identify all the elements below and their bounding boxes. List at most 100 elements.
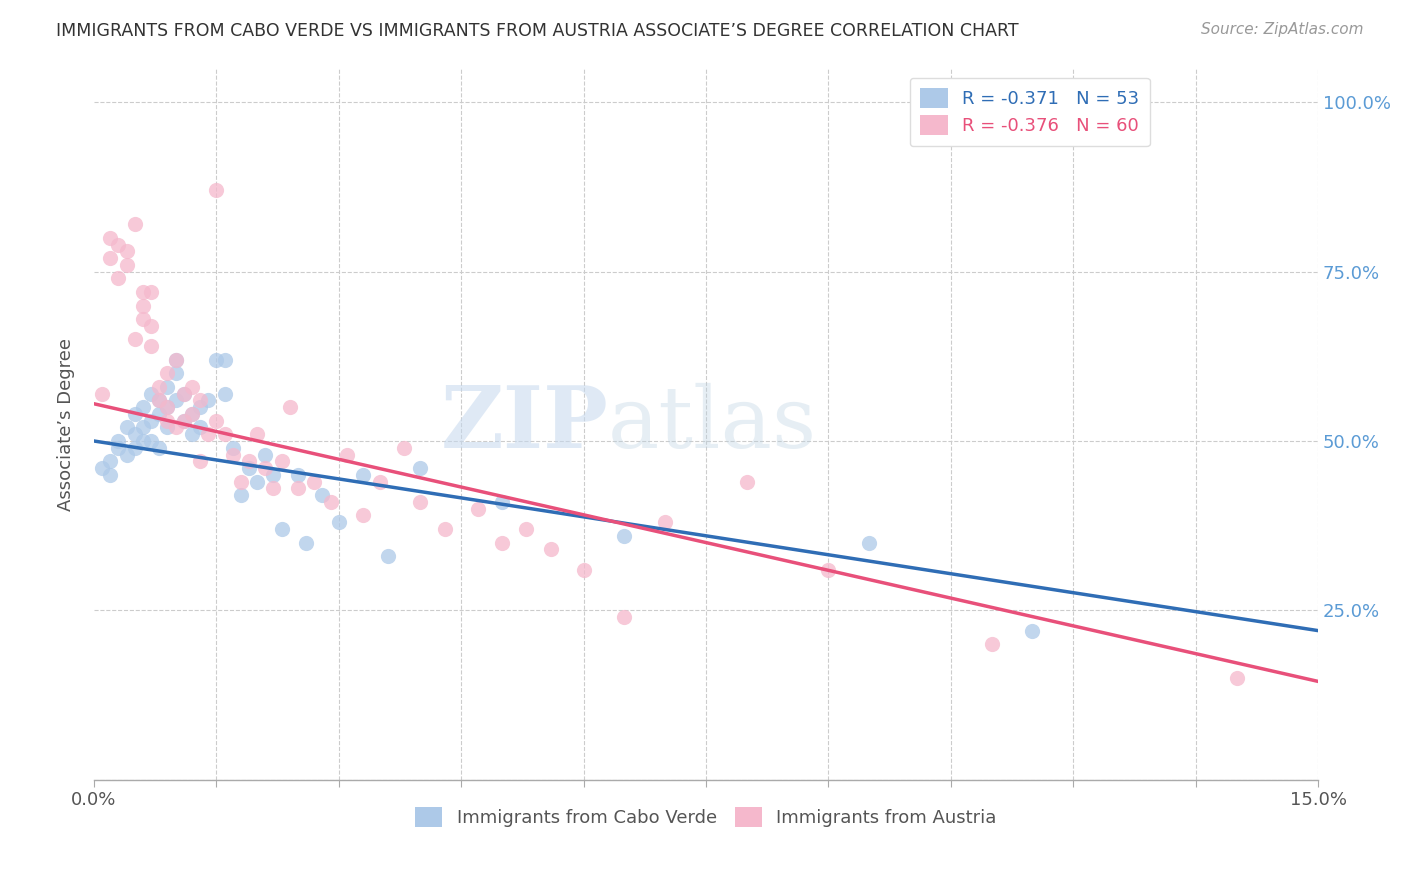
Point — [124, 427, 146, 442]
Point — [148, 393, 170, 408]
Point — [858, 535, 880, 549]
Point — [328, 515, 350, 529]
Point — [91, 386, 114, 401]
Point — [107, 271, 129, 285]
Point — [214, 352, 236, 367]
Point — [173, 386, 195, 401]
Point — [613, 610, 636, 624]
Point — [173, 414, 195, 428]
Point — [735, 475, 758, 489]
Point — [254, 448, 277, 462]
Point — [98, 231, 121, 245]
Text: atlas: atlas — [609, 383, 817, 466]
Point — [336, 448, 359, 462]
Point — [107, 441, 129, 455]
Point — [115, 258, 138, 272]
Point — [124, 217, 146, 231]
Point — [107, 434, 129, 448]
Point — [115, 420, 138, 434]
Point — [197, 393, 219, 408]
Point — [368, 475, 391, 489]
Point — [156, 420, 179, 434]
Point — [1225, 671, 1247, 685]
Point — [165, 352, 187, 367]
Point — [392, 441, 415, 455]
Point — [263, 467, 285, 482]
Point — [132, 285, 155, 299]
Point — [467, 501, 489, 516]
Point — [246, 475, 269, 489]
Point — [238, 461, 260, 475]
Point — [1021, 624, 1043, 638]
Point — [188, 400, 211, 414]
Point — [148, 393, 170, 408]
Point — [139, 318, 162, 333]
Point — [214, 386, 236, 401]
Point — [165, 352, 187, 367]
Point — [91, 461, 114, 475]
Point — [572, 563, 595, 577]
Point — [287, 467, 309, 482]
Point — [229, 488, 252, 502]
Point — [409, 495, 432, 509]
Point — [180, 407, 202, 421]
Point — [515, 522, 537, 536]
Point — [132, 312, 155, 326]
Point — [188, 393, 211, 408]
Point — [188, 420, 211, 434]
Point — [270, 454, 292, 468]
Point — [107, 237, 129, 252]
Point — [132, 299, 155, 313]
Point — [613, 529, 636, 543]
Point — [352, 467, 374, 482]
Point — [173, 386, 195, 401]
Point — [980, 637, 1002, 651]
Point — [115, 244, 138, 259]
Point — [139, 414, 162, 428]
Point — [221, 441, 243, 455]
Point — [205, 183, 228, 197]
Point — [180, 380, 202, 394]
Point — [156, 380, 179, 394]
Point — [165, 366, 187, 380]
Point — [278, 400, 301, 414]
Point — [139, 434, 162, 448]
Point — [173, 414, 195, 428]
Text: IMMIGRANTS FROM CABO VERDE VS IMMIGRANTS FROM AUSTRIA ASSOCIATE’S DEGREE CORRELA: IMMIGRANTS FROM CABO VERDE VS IMMIGRANTS… — [56, 22, 1019, 40]
Point — [254, 461, 277, 475]
Point — [156, 400, 179, 414]
Point — [165, 420, 187, 434]
Point — [165, 393, 187, 408]
Point — [98, 251, 121, 265]
Legend: Immigrants from Cabo Verde, Immigrants from Austria: Immigrants from Cabo Verde, Immigrants f… — [408, 800, 1004, 835]
Point — [377, 549, 399, 563]
Point — [491, 535, 513, 549]
Point — [214, 427, 236, 442]
Point — [115, 448, 138, 462]
Point — [139, 339, 162, 353]
Point — [319, 495, 342, 509]
Point — [156, 414, 179, 428]
Point — [139, 285, 162, 299]
Point — [156, 400, 179, 414]
Point — [409, 461, 432, 475]
Point — [491, 495, 513, 509]
Point — [156, 366, 179, 380]
Point — [205, 414, 228, 428]
Point — [124, 333, 146, 347]
Point — [205, 352, 228, 367]
Point — [263, 482, 285, 496]
Point — [197, 427, 219, 442]
Point — [124, 441, 146, 455]
Point — [148, 380, 170, 394]
Point — [148, 441, 170, 455]
Point — [654, 515, 676, 529]
Y-axis label: Associate’s Degree: Associate’s Degree — [58, 337, 75, 510]
Point — [139, 386, 162, 401]
Point — [98, 467, 121, 482]
Point — [270, 522, 292, 536]
Point — [180, 427, 202, 442]
Point — [311, 488, 333, 502]
Point — [148, 407, 170, 421]
Point — [124, 407, 146, 421]
